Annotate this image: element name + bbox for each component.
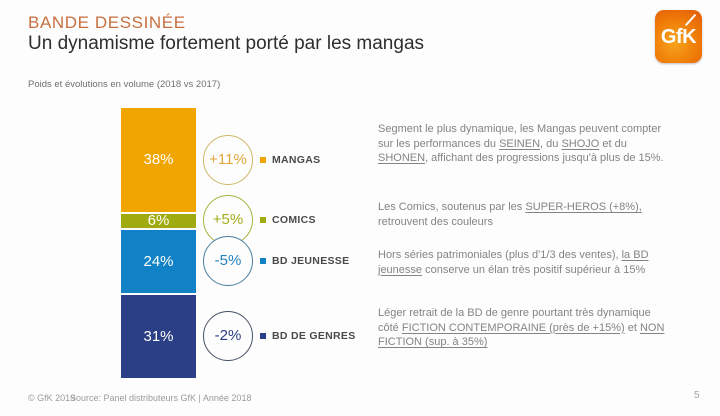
legend-swatch-icon: [260, 156, 266, 163]
plain-text: , affichant des progressions jusqu'à plu…: [425, 152, 664, 164]
underlined-text: NON FICTION (sup. à 35%): [378, 321, 665, 349]
evolution-badge-mangas: +11%: [203, 134, 253, 185]
evolution-badge-bd-de-genres: -2%: [203, 310, 253, 361]
underlined-text: SEINEN: [499, 137, 541, 150]
legend-swatch-icon: [260, 332, 266, 339]
underlined-text: SUPER-HEROS (+8%),: [525, 201, 642, 213]
plain-text: , du: [540, 137, 562, 150]
chart-area: 38% 6% 24% 31% +11% MANGAS +5% COMICS -5% BD JEU…: [0, 108, 720, 378]
plain-text: Léger retrait de la BD de genre pourtant…: [378, 307, 651, 334]
bar-segment-bd-jeunesse: 24%: [121, 227, 196, 294]
plain-text: Segment le plus dynamique, les Mangas pe…: [378, 123, 662, 150]
slide-kicker: BANDE DESSINÉE: [28, 13, 186, 32]
bar-segment-value: 24%: [143, 253, 174, 271]
underlined-text: FICTION CONTEMPORAINE (près de +15%): [401, 321, 625, 334]
plain-text: conserve un élan très positif supérieur …: [422, 263, 646, 276]
bar-segment-bd-de-genres: 31%: [121, 293, 196, 378]
plain-text: retrouvent des couleurs: [378, 215, 493, 228]
gfk-logo: GfK: [655, 10, 702, 63]
legend-swatch-icon: [260, 216, 266, 223]
legend-label: BD DE GENRES: [272, 329, 356, 342]
bar-segment-comics: 6%: [121, 211, 196, 230]
chart-subtitle: Poids et évolutions en volume (2018 vs 2…: [28, 79, 221, 90]
legend-item-mangas: MANGAS: [260, 153, 320, 167]
plain-text: Hors séries patrimoniales (plus d'1/3 de…: [378, 249, 622, 261]
plain-text: et du: [599, 137, 627, 150]
plain-text: Les Comics, soutenus par les: [378, 201, 526, 213]
legend-label: MANGAS: [272, 153, 321, 166]
underlined-text: SHOJO: [561, 137, 600, 150]
page-title: Un dynamisme fortement porté par les man…: [28, 33, 425, 54]
legend-swatch-icon: [260, 257, 266, 264]
annotation-bd-de-genres: Léger retrait de la BD de genre pourtant…: [378, 306, 670, 350]
stacked-bar: 38% 6% 24% 31%: [121, 108, 196, 378]
bar-segment-value: 6%: [147, 212, 170, 230]
bar-segment-value: 38%: [143, 151, 174, 169]
evolution-badge-bd-jeunesse: -5%: [203, 235, 253, 286]
footer-source: Source: Panel distributeurs GfK | Année …: [70, 393, 252, 403]
underlined-text: SHONEN: [378, 152, 426, 164]
legend-item-comics: COMICS: [260, 213, 316, 227]
logo-slash-icon: [684, 13, 697, 27]
legend-item-bd-de-genres: BD DE GENRES: [260, 329, 356, 343]
annotation-bd-jeunesse: Hors séries patrimoniales (plus d'1/3 de…: [378, 248, 670, 277]
underlined-text: la BD jeunesse: [378, 249, 649, 276]
page-number: 5: [694, 390, 700, 401]
logo-text: GfK: [660, 26, 697, 48]
footer-copyright: © GfK 2019: [28, 393, 76, 403]
plain-text: et: [624, 321, 640, 334]
legend-item-bd-jeunesse: BD JEUNESSE: [260, 254, 349, 268]
legend-label: BD JEUNESSE: [272, 254, 350, 267]
annotation-mangas: Segment le plus dynamique, les Mangas pe…: [378, 122, 670, 166]
bar-segment-value: 31%: [143, 328, 174, 346]
bar-segment-mangas: 38%: [121, 108, 196, 212]
legend-label: COMICS: [272, 213, 316, 226]
annotation-comics: Les Comics, soutenus par les SUPER-HEROS…: [378, 200, 670, 229]
